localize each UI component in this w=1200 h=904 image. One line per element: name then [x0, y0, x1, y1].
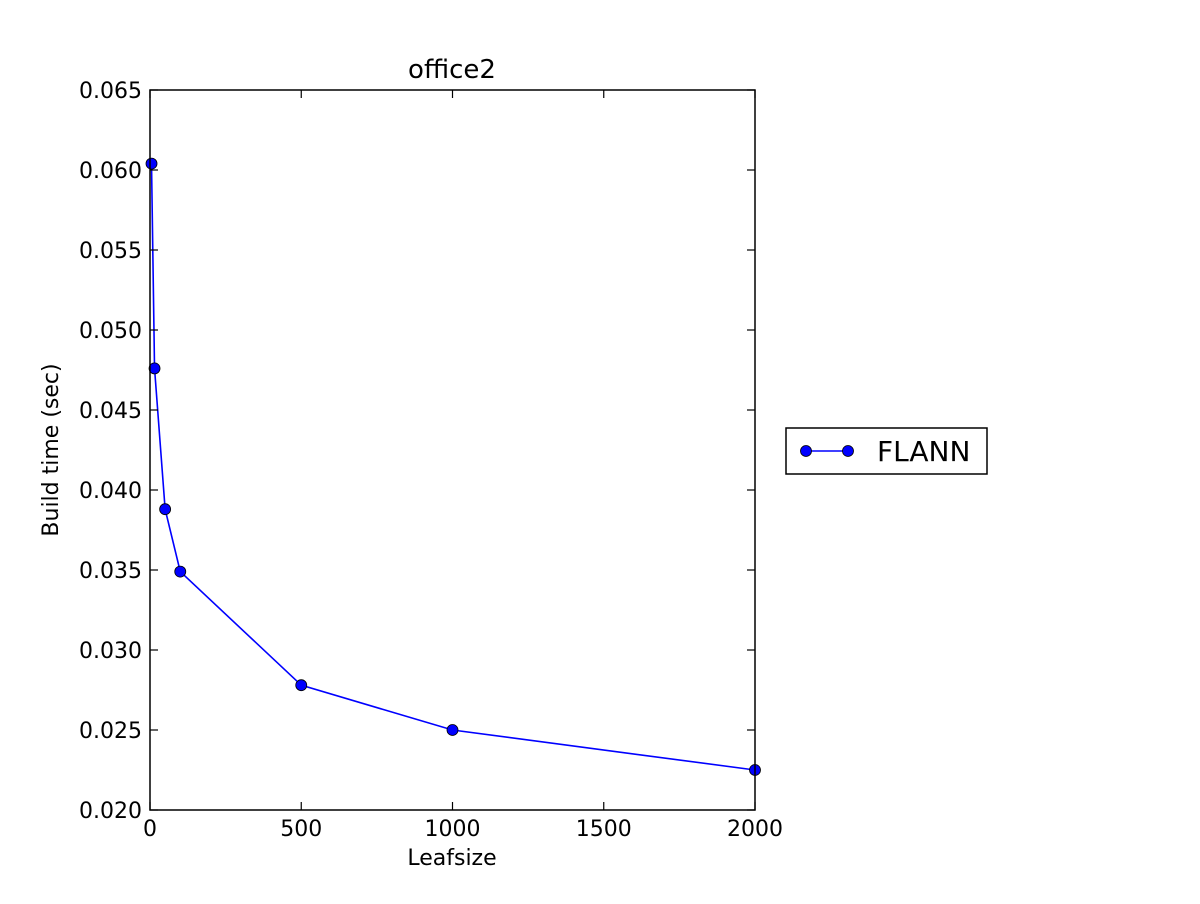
x-tick-label: 1500 — [576, 817, 632, 842]
legend: FLANN — [785, 427, 988, 475]
y-tick-label: 0.035 — [79, 559, 142, 584]
y-tick-label: 0.065 — [79, 79, 142, 104]
data-point — [159, 503, 172, 516]
data-point — [295, 679, 308, 692]
data-point — [148, 362, 161, 375]
y-tick-label: 0.045 — [79, 399, 142, 424]
y-axis-label: Build time (sec) — [39, 363, 64, 536]
x-tick-label: 1000 — [425, 817, 481, 842]
y-tick-label: 0.040 — [79, 479, 142, 504]
y-tick-label: 0.055 — [79, 239, 142, 264]
ticks-layer: 0 500 1000 1500 2000 0.020 0.025 0.030 0.035 0.04… — [79, 79, 783, 842]
legend-marker — [842, 445, 854, 457]
x-tick-label: 0 — [143, 817, 157, 842]
x-tick-label: 500 — [280, 817, 322, 842]
data-point — [145, 157, 158, 170]
legend-label-flann: FLANN — [877, 435, 970, 468]
chart-title: office2 — [408, 55, 496, 85]
y-tick-label: 0.050 — [79, 319, 142, 344]
plot-frame — [149, 89, 756, 811]
legend-marker — [800, 445, 812, 457]
y-tick-label: 0.025 — [79, 719, 142, 744]
y-tick-label: 0.060 — [79, 159, 142, 184]
y-tick-label: 0.030 — [79, 639, 142, 664]
y-tick-label: 0.020 — [79, 799, 142, 824]
x-tick-label: 2000 — [727, 817, 783, 842]
plot-layer — [145, 157, 761, 776]
x-axis-label: Leafsize — [407, 846, 496, 871]
data-point — [446, 724, 459, 736]
series-line-flann — [150, 163, 756, 771]
data-point — [174, 565, 187, 578]
